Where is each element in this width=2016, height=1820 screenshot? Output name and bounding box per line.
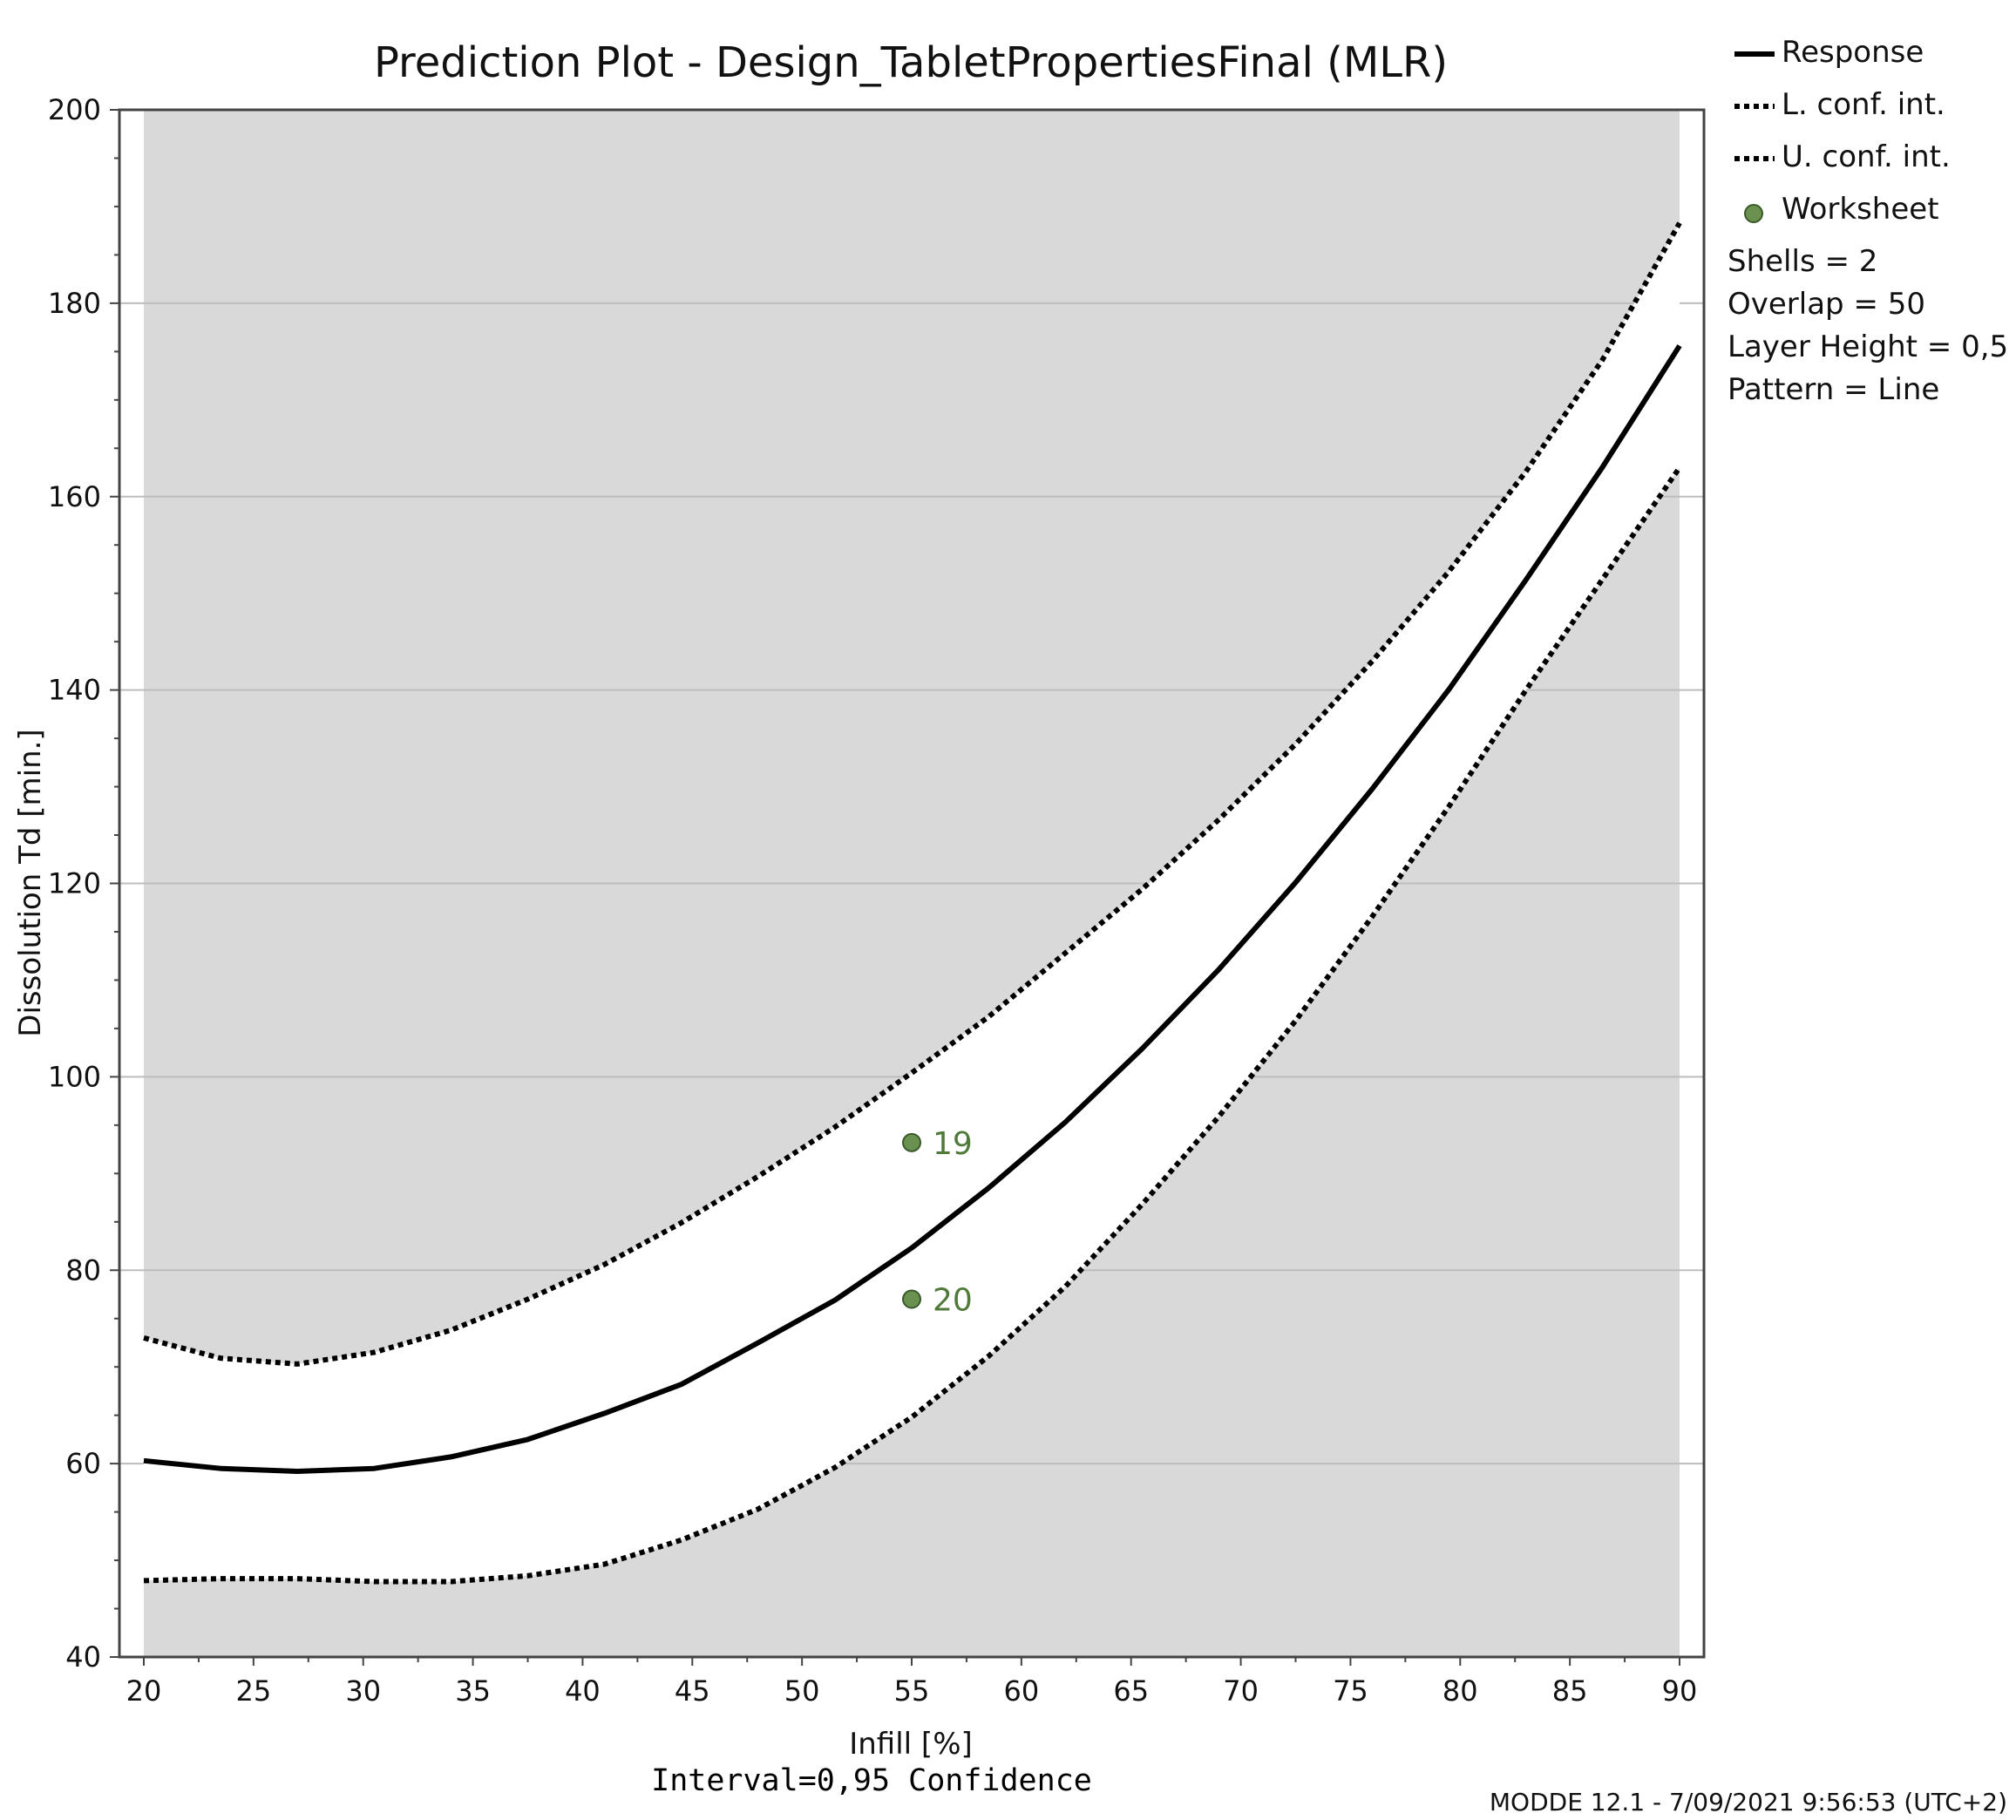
y-tick-label: 180 <box>48 287 101 320</box>
x-tick-label: 65 <box>1113 1674 1149 1708</box>
legend: Response L. conf. int. U. conf. int. Wor… <box>1734 35 1951 227</box>
y-tick-label: 80 <box>65 1253 101 1287</box>
legend-swatch-worksheet <box>1744 204 1763 223</box>
x-tick-label: 85 <box>1552 1674 1588 1708</box>
y-tick-label: 100 <box>48 1060 101 1093</box>
interval-caption: Interval=0,95 Confidence <box>651 1763 1092 1798</box>
legend-label-upper: U. conf. int. <box>1782 139 1951 174</box>
x-tick-label: 60 <box>1003 1674 1039 1708</box>
software-footer: MODDE 12.1 - 7/09/2021 9:56:53 (UTC+2) <box>1490 1788 2007 1817</box>
y-tick-label: 40 <box>65 1640 101 1674</box>
axes-layer: 20 25 30 35 40 45 50 55 60 65 70 75 80 85 90 40 60 80 100 1… <box>48 93 1697 1708</box>
annotation-layer-height: Layer Height = 0,5 <box>1728 329 2008 364</box>
x-tick-label: 90 <box>1662 1674 1698 1708</box>
x-tick-label: 30 <box>345 1674 381 1708</box>
legend-label-response: Response <box>1782 35 1924 70</box>
y-tick-label: 140 <box>48 674 101 707</box>
data-point-label-19: 19 <box>933 1126 973 1162</box>
legend-label-lower: L. conf. int. <box>1782 87 1945 122</box>
data-point-label-20: 20 <box>933 1283 973 1319</box>
data-point-20 <box>902 1289 921 1309</box>
series-layer <box>143 221 1682 1585</box>
x-tick-label: 25 <box>235 1674 271 1708</box>
x-axis-label: Infill [%] <box>849 1727 973 1762</box>
confidence-band-fill <box>144 222 1680 1582</box>
y-tick-label: 160 <box>48 480 101 513</box>
y-tick-label: 60 <box>65 1447 101 1480</box>
x-tick-label: 75 <box>1333 1674 1368 1708</box>
series-line-lower-confidence <box>143 465 1682 1585</box>
factor-settings: Shells = 2 Overlap = 50 Layer Height = 0… <box>1728 244 2008 407</box>
x-tick-label: 50 <box>784 1674 820 1708</box>
data-point-19 <box>902 1132 921 1152</box>
x-tick-label: 55 <box>894 1674 930 1708</box>
y-axis-label: Dissolution Td [min.] <box>13 729 48 1036</box>
y-tick-label: 200 <box>48 93 101 126</box>
x-tick-label: 40 <box>565 1674 601 1708</box>
annotation-overlap: Overlap = 50 <box>1728 287 1925 322</box>
annotation-shells: Shells = 2 <box>1728 244 1877 279</box>
series-line-upper-confidence <box>143 221 1682 1367</box>
chart-title: Prediction Plot - Design_TabletPropertie… <box>374 38 1448 87</box>
x-tick-label: 80 <box>1442 1674 1478 1708</box>
x-tick-label: 45 <box>675 1674 710 1708</box>
x-tick-label: 70 <box>1223 1674 1259 1708</box>
x-tick-label: 35 <box>455 1674 491 1708</box>
annotation-pattern: Pattern = Line <box>1728 372 1939 407</box>
x-tick-label: 20 <box>126 1674 162 1708</box>
series-line-response <box>143 344 1682 1474</box>
legend-label-worksheet: Worksheet <box>1782 192 1939 227</box>
y-tick-label: 120 <box>48 867 101 900</box>
